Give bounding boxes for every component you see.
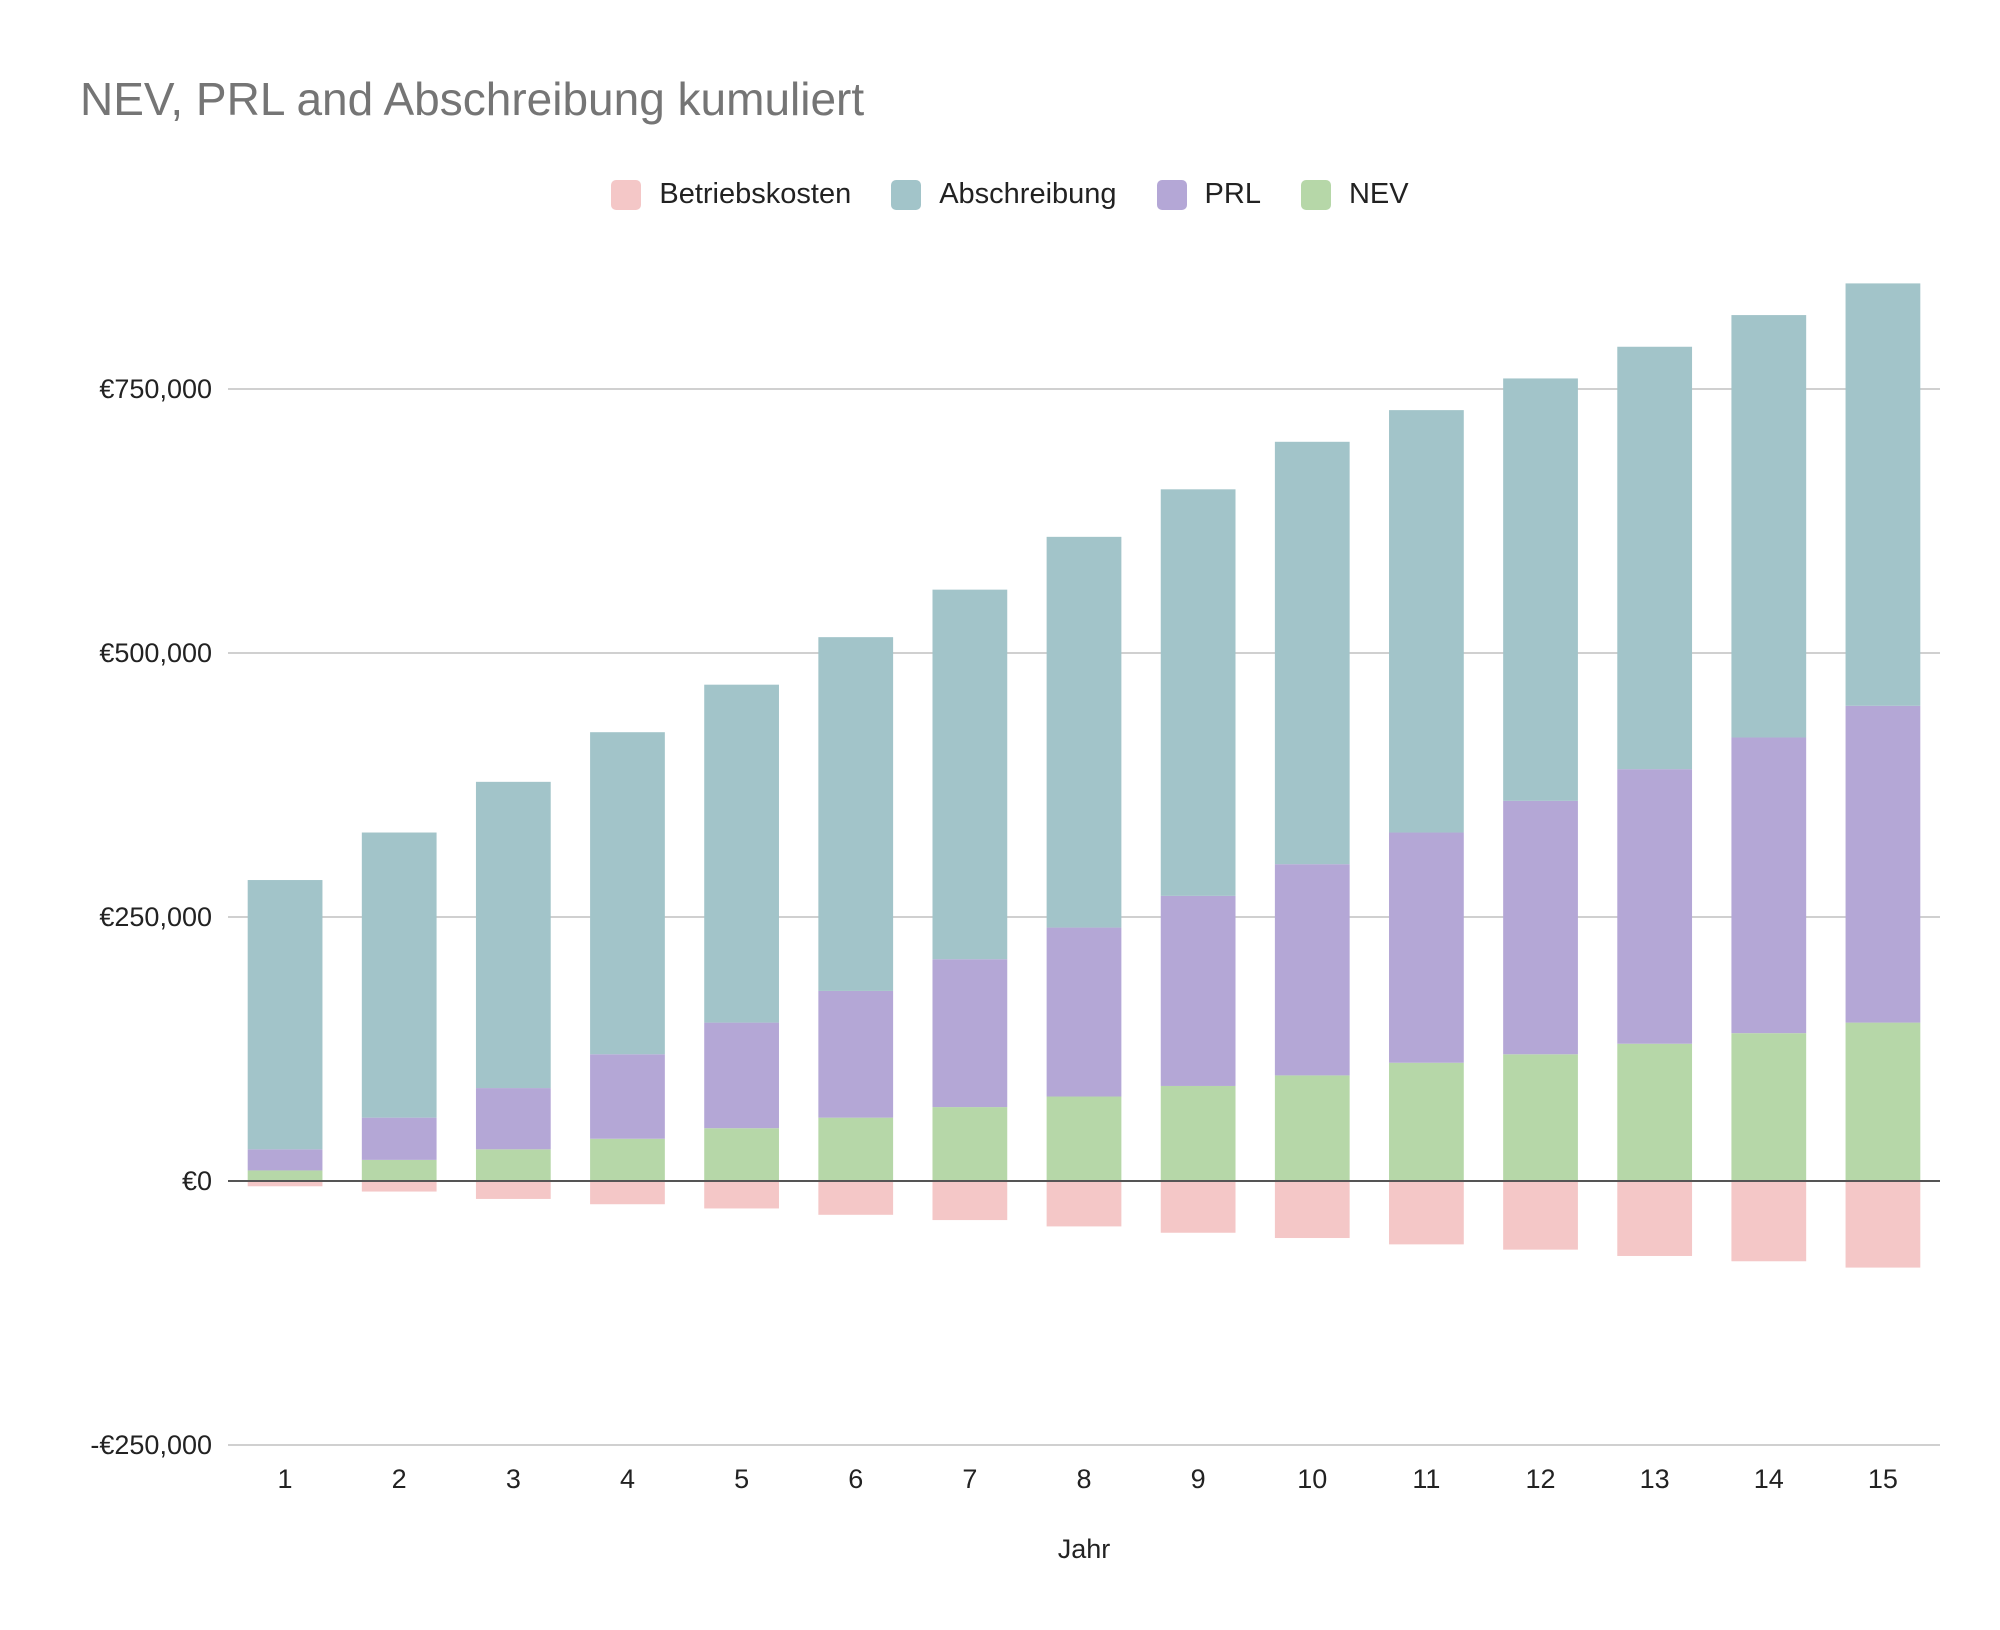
y-tick-label: €0: [182, 1166, 212, 1196]
legend-label: NEV: [1348, 178, 1409, 210]
x-tick-label: 11: [1412, 1464, 1440, 1494]
bar-betriebskosten-5: [704, 1181, 779, 1209]
legend-swatch-nev: [1300, 179, 1331, 210]
x-tick-label: 6: [848, 1464, 863, 1494]
bar-prl-7: [932, 959, 1008, 1108]
x-tick-label: 15: [1868, 1464, 1898, 1494]
legend-item-betriebskosten: Betriebskosten: [611, 178, 851, 211]
bar-nev-9: [1160, 1085, 1236, 1181]
bar-nev-5: [704, 1128, 779, 1181]
legend-item-prl: PRL: [1156, 178, 1261, 211]
bar-betriebskosten-1: [247, 1181, 323, 1187]
bar-betriebskosten-2: [361, 1181, 437, 1192]
bar-abschreibung-12: [1503, 378, 1578, 801]
bar-prl-3: [475, 1088, 551, 1150]
bar-abschreibung-4: [590, 732, 665, 1055]
x-tick-label: 14: [1754, 1464, 1784, 1494]
legend-swatch-betriebskosten: [611, 179, 642, 210]
y-tick-label: €250,000: [99, 902, 212, 932]
legend-swatch-prl: [1156, 179, 1187, 210]
bar-betriebskosten-14: [1731, 1181, 1807, 1262]
bar-betriebskosten-15: [1845, 1181, 1921, 1268]
bar-prl-5: [704, 1022, 779, 1129]
bar-prl-4: [590, 1054, 665, 1139]
bar-betriebskosten-4: [590, 1181, 665, 1205]
x-tick-label: 12: [1526, 1464, 1556, 1494]
bar-betriebskosten-13: [1617, 1181, 1693, 1256]
legend-item-nev: NEV: [1300, 178, 1409, 211]
y-tick-label: -€250,000: [90, 1430, 212, 1460]
bar-nev-14: [1731, 1033, 1807, 1181]
bar-abschreibung-9: [1160, 489, 1236, 896]
bar-betriebskosten-10: [1274, 1181, 1350, 1239]
bar-nev-13: [1617, 1043, 1693, 1181]
chart-legend: Betriebskosten Abschreibung PRL NEV: [0, 178, 2000, 211]
x-tick-label: 5: [734, 1464, 749, 1494]
bar-nev-2: [361, 1159, 437, 1181]
legend-label: Betriebskosten: [659, 178, 852, 210]
bar-prl-14: [1731, 737, 1807, 1034]
bar-nev-1: [247, 1170, 323, 1181]
legend-label: PRL: [1204, 178, 1261, 210]
bar-nev-12: [1503, 1054, 1578, 1181]
bar-prl-6: [818, 990, 894, 1118]
x-tick-label: 1: [278, 1464, 293, 1494]
bar-nev-11: [1389, 1062, 1464, 1181]
bar-abschreibung-14: [1731, 315, 1807, 738]
bar-prl-13: [1617, 769, 1693, 1044]
bar-prl-2: [361, 1117, 437, 1160]
bar-abschreibung-5: [704, 684, 779, 1023]
bar-nev-8: [1046, 1096, 1122, 1181]
x-tick-label: 2: [392, 1464, 407, 1494]
x-tick-label: 4: [620, 1464, 635, 1494]
bar-nev-7: [932, 1107, 1008, 1181]
bar-abschreibung-15: [1845, 283, 1921, 706]
bar-abschreibung-2: [361, 832, 437, 1118]
bar-abschreibung-3: [475, 781, 551, 1089]
bar-abschreibung-7: [932, 589, 1008, 960]
bar-prl-11: [1389, 832, 1464, 1063]
bar-prl-9: [1160, 895, 1236, 1086]
bar-prl-10: [1274, 864, 1350, 1076]
bar-abschreibung-10: [1274, 441, 1350, 865]
x-tick-label: 10: [1297, 1464, 1327, 1494]
x-axis-title: Jahr: [1058, 1534, 1111, 1564]
bar-prl-15: [1845, 705, 1921, 1023]
bar-abschreibung-1: [247, 880, 323, 1150]
bar-abschreibung-13: [1617, 346, 1693, 770]
legend-label: Abschreibung: [939, 178, 1117, 210]
legend-swatch-abschreibung: [891, 179, 922, 210]
x-tick-label: 9: [1191, 1464, 1206, 1494]
legend-item-abschreibung: Abschreibung: [891, 178, 1117, 211]
y-tick-label: €500,000: [99, 638, 212, 668]
bar-abschreibung-6: [818, 637, 894, 991]
bar-betriebskosten-9: [1160, 1181, 1236, 1233]
x-tick-label: 7: [962, 1464, 977, 1494]
chart-title: NEV, PRL and Abschreibung kumuliert: [80, 73, 865, 125]
y-tick-label: €750,000: [99, 374, 212, 404]
bar-betriebskosten-7: [932, 1181, 1008, 1221]
bar-prl-12: [1503, 800, 1578, 1055]
bar-nev-15: [1845, 1022, 1921, 1181]
bar-betriebskosten-8: [1046, 1181, 1122, 1227]
bar-prl-1: [247, 1149, 323, 1171]
bar-abschreibung-11: [1389, 410, 1464, 833]
x-tick-label: 3: [506, 1464, 521, 1494]
x-tick-label: 8: [1076, 1464, 1091, 1494]
bar-nev-10: [1274, 1075, 1350, 1181]
bar-betriebskosten-6: [818, 1181, 894, 1215]
bar-prl-8: [1046, 927, 1122, 1097]
bar-betriebskosten-3: [475, 1181, 551, 1199]
bar-betriebskosten-12: [1503, 1181, 1578, 1250]
bar-nev-4: [590, 1138, 665, 1181]
x-tick-label: 13: [1640, 1464, 1670, 1494]
bar-abschreibung-8: [1046, 536, 1122, 928]
bar-nev-3: [475, 1149, 551, 1181]
bar-nev-6: [818, 1117, 894, 1181]
bar-betriebskosten-11: [1389, 1181, 1464, 1245]
